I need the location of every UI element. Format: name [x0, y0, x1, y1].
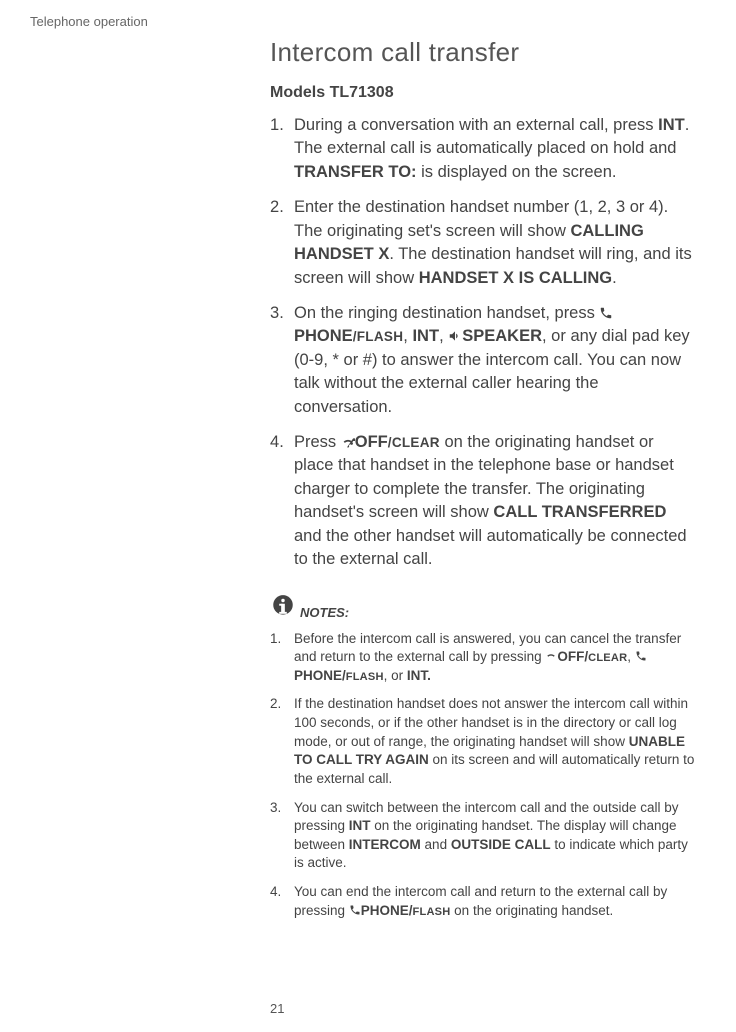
phone-icon: [599, 306, 613, 320]
text: , or: [384, 668, 407, 683]
handset-calling-label: HANDSET X IS CALLING: [419, 269, 612, 287]
int-key: INT: [658, 116, 685, 134]
phone-key: PHONE/: [294, 668, 346, 683]
off-key: OFF: [355, 433, 388, 451]
text: ,: [627, 649, 635, 664]
intercom-label: INTERCOM: [349, 837, 421, 852]
int-key: INT: [412, 327, 439, 345]
steps-list: During a conversation with an external c…: [270, 114, 696, 572]
text: On the ringing destination handset, pres…: [294, 304, 599, 322]
text: and: [421, 837, 451, 852]
flash-key: FLASH: [346, 671, 384, 683]
step-1: During a conversation with an external c…: [270, 114, 696, 184]
text: and the other handset will automatically…: [294, 527, 687, 568]
note-4: You can end the intercom call and return…: [270, 883, 696, 920]
text: During a conversation with an external c…: [294, 116, 658, 134]
text: on the originating handset.: [450, 903, 613, 918]
text: is displayed on the screen.: [417, 163, 617, 181]
note-1: Before the intercom call is answered, yo…: [270, 630, 696, 686]
page-number: 21: [270, 1001, 284, 1016]
flash-key: FLASH: [413, 906, 451, 918]
off-key: OFF/: [557, 649, 588, 664]
info-icon: [270, 594, 296, 620]
note-3: You can switch between the intercom call…: [270, 799, 696, 874]
text: ,: [439, 327, 448, 345]
clear-key: /CLEAR: [388, 435, 440, 450]
clear-key: CLEAR: [588, 652, 627, 664]
step-2: Enter the destination handset number (1,…: [270, 196, 696, 290]
notes-header: NOTES:: [270, 594, 696, 620]
page-title: Intercom call transfer: [270, 37, 696, 68]
section-header: Telephone operation: [30, 14, 706, 29]
int-key: INT: [349, 818, 371, 833]
call-transferred-label: CALL TRANSFERRED: [493, 503, 666, 521]
text: Press: [294, 433, 341, 451]
models-heading: Models TL71308: [270, 84, 696, 102]
flash-key: /FLASH: [353, 329, 404, 344]
notes-list: Before the intercom call is answered, yo…: [270, 630, 696, 921]
main-content: Intercom call transfer Models TL71308 Du…: [270, 37, 696, 920]
transfer-to-label: TRANSFER TO:: [294, 163, 417, 181]
phone-icon: [349, 904, 361, 916]
step-3: On the ringing destination handset, pres…: [270, 302, 696, 419]
speaker-key: SPEAKER: [462, 327, 542, 345]
step-4: Press OFF/CLEAR on the originating hands…: [270, 431, 696, 572]
int-key: INT.: [407, 668, 431, 683]
phone-icon: [635, 650, 647, 662]
speaker-icon: [448, 329, 462, 343]
off-icon: [545, 650, 557, 662]
off-icon: [341, 435, 355, 449]
text: .: [612, 269, 617, 287]
notes-label: NOTES:: [300, 605, 349, 620]
outside-call-label: OUTSIDE CALL: [451, 837, 551, 852]
phone-key: PHONE/: [361, 903, 413, 918]
note-2: If the destination handset does not answ…: [270, 695, 696, 788]
phone-key: PHONE: [294, 327, 353, 345]
